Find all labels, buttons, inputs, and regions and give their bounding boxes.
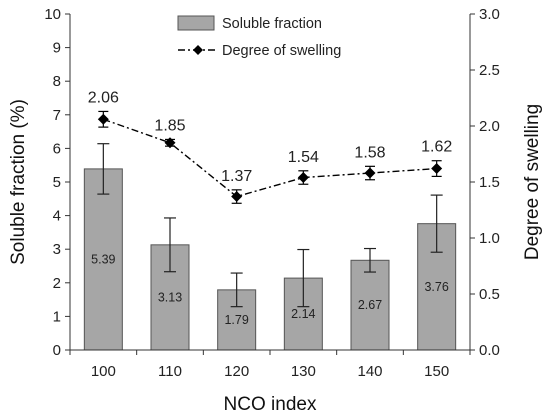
legend-swatch-soluble-fraction — [177, 15, 215, 31]
swelling-value-label: 1.54 — [288, 149, 319, 166]
bar-130 — [283, 277, 323, 351]
y-right-axis-title: Degree of swelling — [522, 104, 543, 260]
y-left-tick-label: 3 — [53, 241, 61, 258]
y-left-axis-title: Soluble fraction (%) — [8, 99, 29, 265]
legend: Soluble fraction Degree of swelling — [177, 15, 341, 59]
x-tick-label: 130 — [291, 363, 316, 380]
swelling-value-label: 1.58 — [354, 144, 385, 161]
bar-error-layer — [97, 143, 443, 308]
bar-100 — [83, 168, 123, 351]
swelling-line-layer — [97, 110, 443, 204]
swelling-point-140 — [364, 167, 376, 179]
y-right-tick-label: 1.5 — [479, 174, 500, 191]
y-right-tick-label: 2.0 — [479, 118, 500, 135]
swelling-value-label: 1.37 — [221, 168, 252, 185]
x-tick-label: 100 — [91, 363, 116, 380]
y-right-tick-label: 0.5 — [479, 286, 500, 303]
x-tick-label: 110 — [158, 363, 182, 380]
legend-marker-degree-of-swelling — [193, 45, 203, 55]
bars-layer — [83, 168, 457, 351]
bar-value-label: 2.67 — [358, 298, 382, 312]
swelling-value-label: 1.62 — [421, 139, 452, 156]
swelling-point-130 — [297, 172, 309, 184]
axes-layer: 0 1 2 3 4 5 6 7 8 9 10 0.0 0.5 1.0 1.5 2.0 2.5 3.0 100 110 1… — [8, 6, 543, 415]
x-tick-label: 150 — [424, 363, 449, 380]
y-left-tick-label: 0 — [53, 342, 61, 359]
x-tick-label: 120 — [224, 363, 249, 380]
y-left-tick-label: 4 — [53, 208, 61, 225]
swelling-point-120 — [231, 191, 243, 203]
bar-value-label: 5.39 — [91, 252, 115, 266]
y-right-tick-label: 3.0 — [479, 6, 500, 23]
y-right-tick-label: 1.0 — [479, 230, 500, 247]
swelling-value-label: 1.85 — [154, 117, 185, 134]
y-left-tick-label: 9 — [53, 40, 61, 57]
y-right-tick-label: 2.5 — [479, 62, 500, 79]
legend-label-degree-of-swelling: Degree of swelling — [222, 43, 341, 59]
y-left-tick-label: 1 — [53, 308, 61, 325]
bar-value-label: 3.76 — [424, 280, 448, 294]
swelling-value-label: 2.06 — [88, 89, 119, 106]
y-left-tick-label: 8 — [53, 73, 61, 90]
swelling-point-110 — [164, 137, 176, 149]
y-right-tick-label: 0.0 — [479, 342, 500, 359]
legend-label-soluble-fraction: Soluble fraction — [222, 16, 322, 32]
bar-value-label: 1.79 — [224, 313, 248, 327]
swelling-point-100 — [97, 113, 109, 125]
y-left-tick-label: 2 — [53, 275, 61, 292]
swelling-series-line — [103, 118, 437, 198]
x-axis-title: NCO index — [224, 394, 317, 415]
bar-value-label: 3.13 — [158, 290, 182, 304]
y-left-tick-label: 6 — [53, 140, 61, 157]
bar-value-label: 2.14 — [291, 307, 315, 321]
y-left-tick-label: 5 — [53, 174, 61, 191]
y-left-tick-label: 10 — [44, 6, 61, 23]
labels-layer: 5.39 3.13 1.79 2.14 2.67 3.76 2.06 1.85 1.37 1.54… — [88, 89, 453, 326]
swelling-point-150 — [431, 163, 443, 175]
y-left-tick-label: 7 — [53, 107, 61, 124]
x-tick-label: 140 — [357, 363, 382, 380]
